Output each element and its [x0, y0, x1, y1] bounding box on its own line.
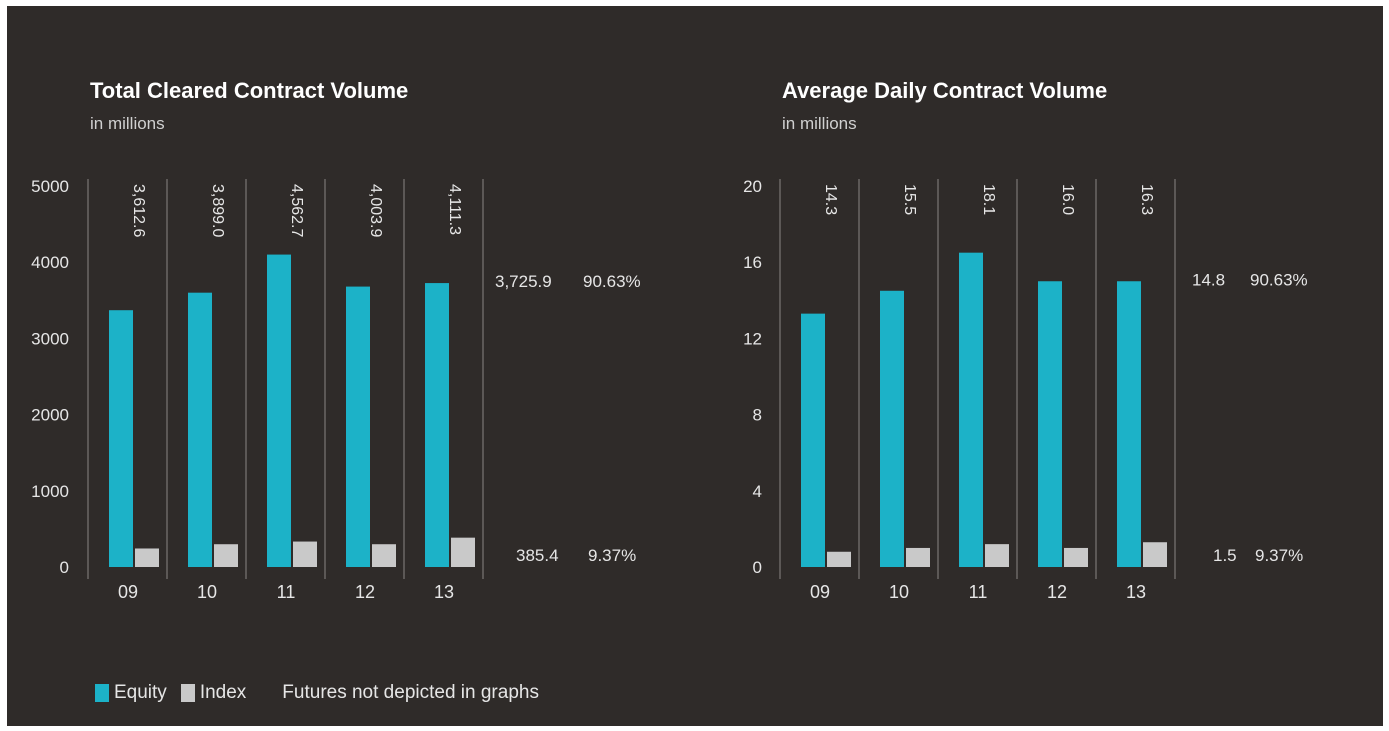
legend-item-equity: Equity — [95, 682, 167, 704]
total-value-label: 16.0 — [1059, 184, 1076, 215]
legend-index-label: Index — [199, 682, 247, 703]
x-tick-label: 12 — [1047, 582, 1067, 602]
index-bar — [372, 544, 396, 567]
total-value-label: 3,899.0 — [209, 184, 226, 237]
index-bar — [135, 548, 159, 567]
y-tick-label: 2000 — [31, 406, 69, 425]
index-swatch-icon — [180, 684, 195, 702]
equity-bar — [880, 290, 904, 567]
x-tick-label: 13 — [434, 582, 454, 602]
x-tick-label: 11 — [969, 582, 988, 602]
equity-bar — [109, 310, 133, 567]
index-value-annotation: 385.4 — [516, 546, 559, 565]
equity-value-annotation: 14.8 — [1192, 270, 1225, 289]
x-tick-label: 10 — [889, 582, 909, 602]
average-daily-volume-chart: Average Daily Contract Volume in million… — [743, 78, 1308, 602]
y-tick-label: 0 — [753, 558, 762, 577]
equity-bar — [188, 292, 212, 567]
equity-bar — [346, 286, 370, 567]
x-tick-label: 09 — [810, 582, 830, 602]
index-bar — [985, 544, 1009, 567]
total-cleared-volume-chart: Total Cleared Contract Volume in million… — [31, 78, 641, 602]
index-bar — [1143, 542, 1167, 567]
equity-bar — [801, 313, 825, 567]
legend-item-index: Index — [180, 682, 247, 704]
index-bar — [451, 537, 475, 567]
chart-title: Average Daily Contract Volume — [782, 78, 1107, 103]
y-tick-label: 1000 — [31, 482, 69, 501]
y-tick-label: 4000 — [31, 253, 69, 272]
y-tick-label: 5000 — [31, 177, 69, 196]
total-value-label: 14.3 — [822, 184, 839, 215]
legend: Equity Index Futures not depicted in gra… — [95, 681, 539, 705]
x-tick-label: 13 — [1126, 582, 1146, 602]
y-tick-label: 8 — [753, 406, 762, 425]
chart-panel: Total Cleared Contract Volume in million… — [7, 6, 1383, 726]
index-percent-annotation: 9.37% — [588, 546, 636, 565]
y-tick-label: 0 — [60, 558, 69, 577]
y-tick-label: 4 — [753, 482, 762, 501]
total-value-label: 4,562.7 — [288, 184, 305, 237]
index-bar — [906, 547, 930, 567]
x-tick-label: 11 — [277, 582, 296, 602]
equity-bar — [1038, 281, 1062, 567]
total-value-label: 3,612.6 — [130, 184, 147, 237]
legend-equity-label: Equity — [114, 682, 167, 703]
y-tick-label: 3000 — [31, 329, 69, 348]
equity-bar — [1117, 281, 1141, 567]
index-percent-annotation: 9.37% — [1255, 546, 1303, 565]
equity-bar — [959, 252, 983, 568]
equity-swatch-icon — [95, 684, 109, 702]
chart-title: Total Cleared Contract Volume — [90, 78, 408, 103]
total-value-label: 15.5 — [901, 184, 918, 215]
x-tick-label: 09 — [118, 582, 138, 602]
charts-canvas: Total Cleared Contract Volume in million… — [31, 78, 1308, 602]
index-bar — [293, 541, 317, 567]
index-bar — [827, 551, 851, 567]
legend-note: Futures not depicted in graphs — [282, 682, 539, 703]
total-value-label: 4,111.3 — [446, 184, 463, 235]
total-value-label: 4,003.9 — [367, 184, 384, 237]
equity-bar — [267, 254, 291, 567]
total-value-label: 18.1 — [980, 184, 997, 215]
total-value-label: 16.3 — [1138, 184, 1155, 215]
y-tick-label: 16 — [743, 253, 762, 272]
x-tick-label: 12 — [355, 582, 375, 602]
index-bar — [214, 544, 238, 567]
equity-percent-annotation: 90.63% — [1250, 270, 1308, 289]
index-bar — [1064, 547, 1088, 567]
equity-value-annotation: 3,725.9 — [495, 272, 552, 291]
y-tick-label: 20 — [743, 177, 762, 196]
chart-subtitle: in millions — [782, 114, 857, 133]
x-tick-label: 10 — [197, 582, 217, 602]
index-value-annotation: 1.5 — [1213, 546, 1237, 565]
chart-subtitle: in millions — [90, 114, 165, 133]
y-tick-label: 12 — [743, 329, 762, 348]
equity-bar — [425, 283, 449, 567]
equity-percent-annotation: 90.63% — [583, 272, 641, 291]
